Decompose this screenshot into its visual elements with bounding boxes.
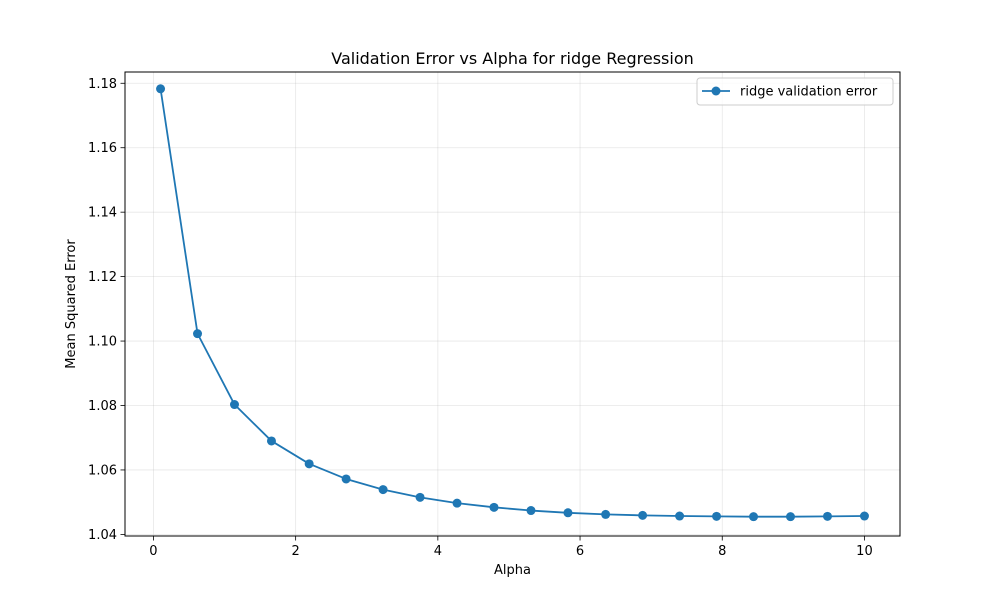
plot-area — [125, 72, 900, 536]
data-point — [749, 512, 759, 522]
data-point — [452, 498, 462, 508]
y-tick-label: 1.04 — [88, 528, 117, 543]
y-tick-label: 1.08 — [88, 399, 117, 414]
data-point — [563, 508, 573, 518]
legend-box — [696, 77, 894, 106]
x-axis-label: Alpha — [494, 563, 531, 578]
data-point — [638, 510, 648, 520]
data-point — [156, 84, 166, 94]
grid — [125, 72, 900, 536]
y-tick-label: 1.16 — [88, 141, 117, 156]
data-point — [786, 512, 796, 522]
data-point — [304, 459, 314, 469]
data-point — [193, 329, 203, 339]
x-tick-label: 4 — [434, 544, 442, 559]
data-point — [601, 509, 611, 519]
y-tick-label: 1.14 — [88, 206, 117, 221]
y-tick-label: 1.06 — [88, 463, 117, 478]
series-layer — [156, 84, 869, 522]
data-point — [675, 511, 685, 521]
data-point — [822, 511, 832, 521]
x-axis: 0 2 4 6 8 10 — [149, 536, 873, 559]
data-point — [712, 511, 722, 521]
chart-title: Validation Error vs Alpha for ridge Regr… — [331, 49, 694, 68]
y-tick-label: 1.12 — [88, 270, 117, 285]
y-tick-label: 1.18 — [88, 77, 117, 92]
data-point — [229, 400, 239, 410]
x-tick-label: 2 — [292, 544, 300, 559]
data-point — [859, 511, 869, 521]
x-tick-label: 10 — [856, 544, 873, 559]
data-point — [526, 506, 536, 516]
data-point — [415, 492, 425, 502]
data-point — [489, 502, 499, 512]
data-point — [266, 436, 276, 446]
y-tick-label: 1.10 — [88, 335, 117, 350]
x-tick-label: 0 — [149, 544, 157, 559]
data-point — [341, 474, 351, 484]
legend-entry-ridge-validation-error: ridge validation error — [740, 85, 878, 100]
y-axis: 1.04 1.06 1.08 1.10 1.12 1.14 1.16 1.18 — [88, 77, 125, 543]
x-tick-label: 8 — [718, 544, 726, 559]
legend-marker-swatch — [711, 86, 721, 96]
y-axis-label: Mean Squared Error — [64, 239, 79, 369]
x-tick-label: 6 — [576, 544, 584, 559]
data-point — [378, 485, 388, 495]
plot-frame — [124, 71, 901, 537]
series-line — [159, 88, 865, 518]
legend: ridge validation error — [696, 77, 894, 106]
